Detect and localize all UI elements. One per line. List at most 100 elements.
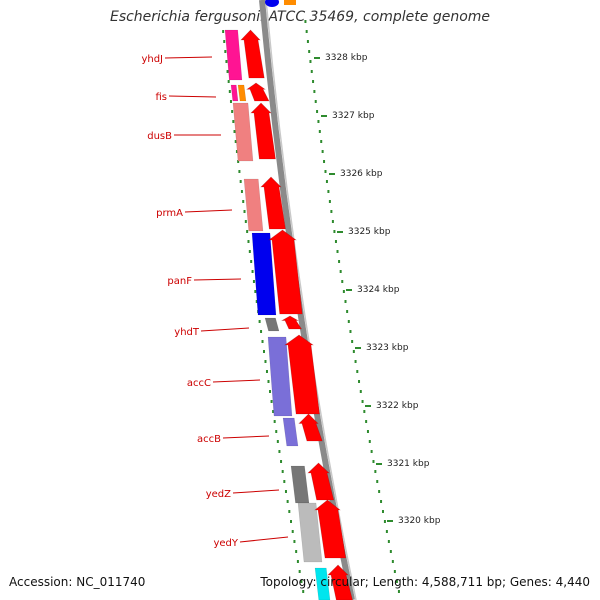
gene-label: yedZ [206,489,231,500]
outer-ring-dot [383,520,386,523]
inner-ring-dot [270,400,273,403]
outer-ring-dot [328,200,331,203]
outer-ring-dot [366,430,369,433]
outer-ring-dot [385,530,388,533]
outer-ring-dot [393,570,396,573]
inner-ring-dot [237,160,240,163]
inner-ring-dot [300,580,303,583]
scale-tick-label: 3327 kbp [332,111,375,121]
inner-ring-dot [262,350,265,353]
outer-ring-dot [363,410,366,413]
gene-label-leader [184,209,233,213]
scale-tick-label: 3321 kbp [387,459,430,469]
feature-track [224,0,331,600]
fis-arrow [246,82,270,102]
scale-tick-mark [337,231,343,233]
accC-feature [267,336,293,417]
scale-tick-mark [376,463,382,465]
inner-ring-dot [264,360,267,363]
inner-ring-dot [275,430,278,433]
outer-dotted-ring [304,20,400,593]
dusB-arrow [250,102,276,160]
yedZ-feature [290,465,310,504]
fis-feature-b [237,84,247,102]
inner-ring-dot [293,540,296,543]
scale-tick-label: 3328 kbp [325,53,368,63]
inner-ring-dot [244,220,247,223]
inner-ring-dot [254,290,257,293]
inner-ring-dot [251,270,254,273]
outer-ring-dot [344,300,347,303]
accB-feature [282,417,299,447]
inner-ring-dot [265,370,268,373]
inner-ring-dot [242,200,245,203]
outer-ring-dot [376,480,379,483]
inner-ring-dot [276,440,279,443]
inner-ring-dot [269,390,272,393]
inner-ring-dot [258,320,261,323]
gene-label-leader [168,95,217,98]
outer-ring-dot [347,320,350,323]
inner-ring-dot [280,460,283,463]
outer-ring-dot [312,80,315,83]
inner-ring-dot [278,450,281,453]
inner-ring-dot [288,510,291,513]
map-title: Escherichia fergusonii ATCC 35469, compl… [109,9,491,25]
scale-tick-mark [346,289,352,291]
outer-ring-dot [341,280,344,283]
scale-tick-mark [329,173,335,175]
outer-ring-dot [346,310,349,313]
inner-ring-dot [233,130,236,133]
inner-ring-dot [226,70,229,73]
inner-ring-dot [252,280,255,283]
inner-ring-dot [281,470,284,473]
gene-label-leader [222,435,270,439]
outer-ring-dot [314,100,317,103]
outer-ring-dot [333,230,336,233]
inner-ring-dot [224,50,227,53]
dusB-feature [232,102,254,162]
panF-arrow [268,229,303,315]
inner-ring-dot [255,300,258,303]
inner-ring-dot [229,100,232,103]
outer-ring-dot [308,50,311,53]
outer-ring-dot [361,400,364,403]
outer-ring-dot [327,190,330,193]
outer-ring-dot [321,150,324,153]
outer-ring-dot [306,40,309,43]
genome-stats-label: Topology: circular; Length: 4,588,711 bp… [260,575,590,589]
inner-ring-dot [225,60,228,63]
outer-ring-dot [310,70,313,73]
gene-label: accB [197,434,221,445]
gene-label-leader [212,379,261,383]
inner-ring-dot [283,480,286,483]
inner-ring-dot [260,330,263,333]
scale-tick-mark [321,115,327,117]
gene-label: yedY [213,538,238,549]
outer-ring-dot [331,220,334,223]
outer-ring-dot [378,490,381,493]
yhdT-arrow [280,315,303,330]
inner-ring-dot [238,170,241,173]
scale-tick-label: 3323 kbp [366,343,409,353]
bottom-arrow [327,564,353,600]
gene-label-leader [232,489,280,494]
outer-ring-dot [358,380,361,383]
outer-ring-dot [318,130,321,133]
outer-ring-dot [316,110,319,113]
outer-ring-dot [374,470,377,473]
outer-ring-dot [342,290,345,293]
inner-ring-dot [273,420,276,423]
outer-ring-dot [325,180,328,183]
inner-ring-dot [223,40,226,43]
gene-label: panF [167,276,192,287]
inner-ring-dot [295,550,298,553]
outer-ring-dot [381,510,384,513]
gene-label-leader [164,56,213,59]
inner-ring-dot [248,250,251,253]
outer-ring-dot [352,350,355,353]
outer-ring-dot [305,30,308,33]
outer-ring-dot [349,330,352,333]
inner-ring-dot [267,380,270,383]
